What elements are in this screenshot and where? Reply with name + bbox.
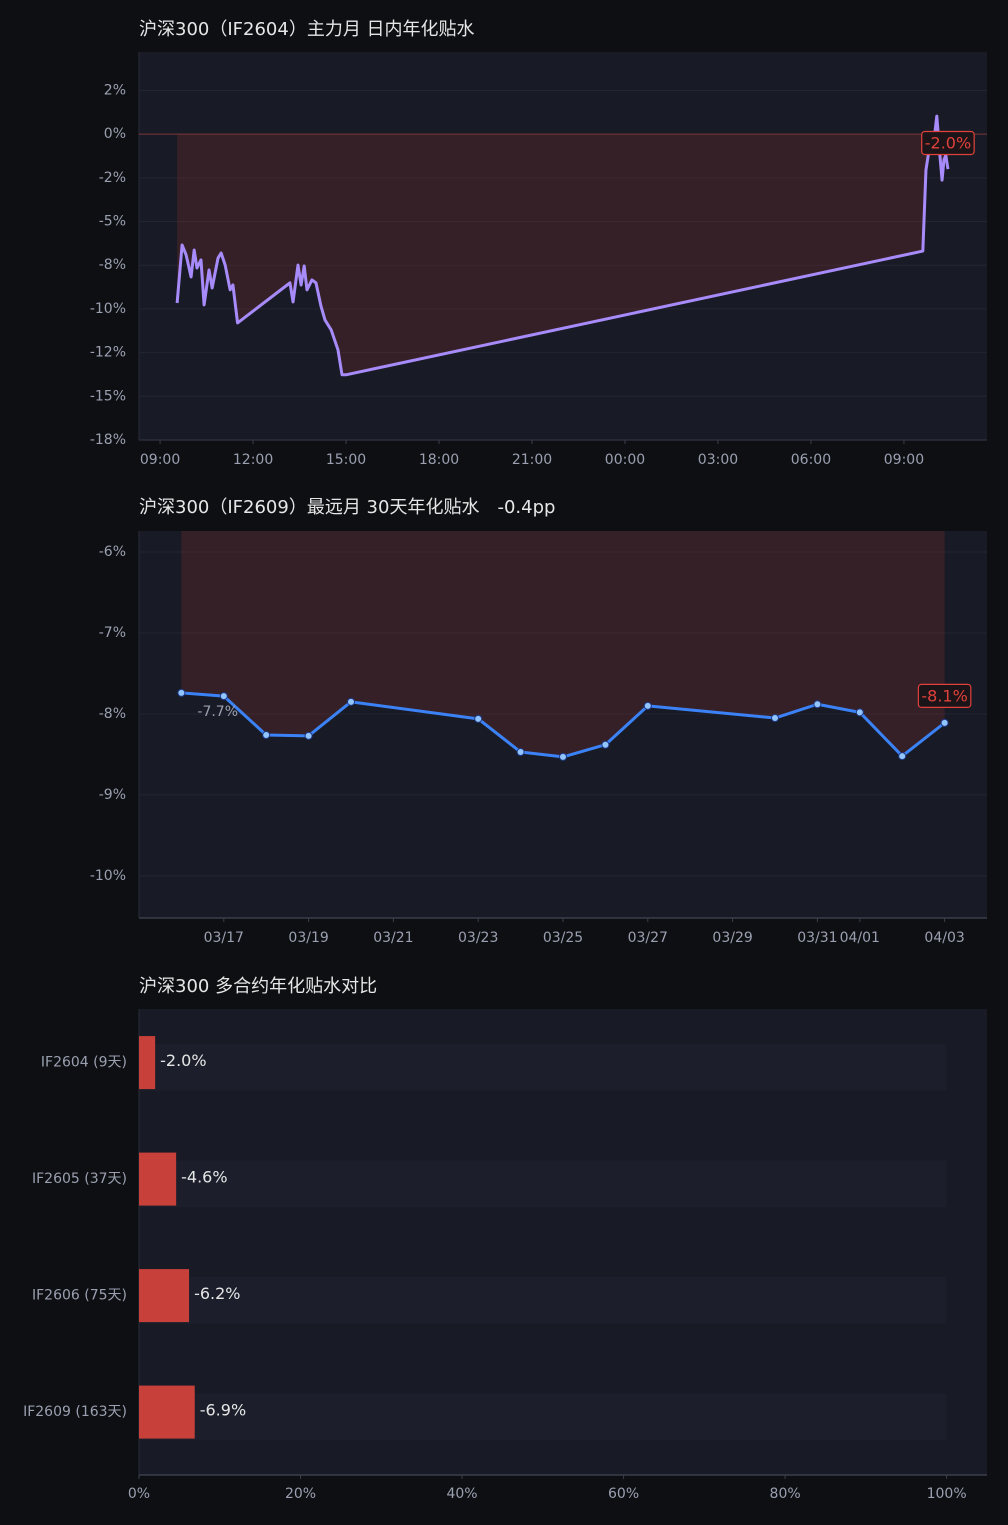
last-value-label: -2.0% (925, 134, 971, 153)
x-tick-label: 80% (770, 1486, 801, 1502)
y-tick-label: IF2609 (163天) (23, 1404, 127, 1420)
x-tick-label: 03:00 (698, 452, 738, 468)
last-value-label: -8.1% (921, 686, 967, 705)
marker (219, 692, 228, 701)
y-tick-label: -9% (99, 787, 126, 803)
x-tick-label: 40% (446, 1486, 477, 1502)
y-tick-label: -5% (99, 214, 126, 230)
x-tick-label: 18:00 (419, 452, 459, 468)
y-tick-label: -8% (99, 706, 126, 722)
x-tick-label: 09:00 (884, 452, 924, 468)
x-tick-label: 03/19 (288, 930, 328, 946)
y-tick-label: IF2606 (75天) (32, 1288, 127, 1304)
marker (262, 731, 271, 740)
x-tick-label: 15:00 (326, 452, 366, 468)
marker (347, 697, 355, 706)
x-tick-label: 0% (128, 1486, 150, 1502)
value-label: -2.0% (160, 1051, 206, 1070)
y-tick-label: IF2605 (37天) (32, 1171, 127, 1187)
y-tick-label: -7% (99, 625, 126, 641)
marker (771, 714, 779, 723)
bar (139, 1036, 156, 1090)
marker (855, 708, 864, 717)
y-tick-label: 0% (104, 126, 126, 142)
marker (474, 714, 483, 723)
y-tick-label: -12% (90, 345, 126, 361)
marker (177, 688, 186, 697)
y-tick-label: -10% (90, 868, 126, 884)
value-label: -4.6% (181, 1168, 227, 1187)
x-tick-label: 60% (608, 1486, 639, 1502)
band-stripe (139, 1276, 947, 1324)
chart-title: 沪深300（IF2604）主力月 日内年化贴水 (139, 19, 475, 40)
chart-title: 沪深300（IF2609）最远月 30天年化贴水 (139, 497, 479, 518)
label-box (921, 130, 975, 156)
band-stripe (139, 1043, 947, 1091)
chart-subtitle: -0.4pp (497, 497, 555, 518)
band-stripe (139, 1393, 947, 1441)
area-fill (177, 116, 948, 375)
bar (139, 1269, 190, 1323)
x-tick-label: 06:00 (791, 452, 831, 468)
band-stripe (139, 1160, 947, 1208)
y-tick-label: -18% (90, 432, 126, 448)
bar (139, 1385, 195, 1439)
y-tick-label: -15% (90, 388, 126, 404)
x-tick-label: 03/31 (797, 930, 837, 946)
x-tick-label: 03/29 (712, 930, 752, 946)
x-tick-label: 09:00 (140, 452, 180, 468)
x-tick-label: 00:00 (605, 452, 645, 468)
x-tick-label: 12:00 (233, 452, 273, 468)
value-label: -6.9% (200, 1401, 246, 1420)
x-tick-label: 04/01 (840, 930, 880, 946)
plot-panel (139, 531, 987, 918)
x-tick-label: 03/27 (628, 930, 668, 946)
x-tick-label: 04/03 (924, 930, 964, 946)
y-tick-label: -2% (99, 170, 126, 186)
marker (559, 752, 567, 761)
first-value-label: -7.7% (197, 704, 238, 720)
y-tick-label: -8% (99, 257, 126, 273)
bar (139, 1152, 177, 1206)
x-tick-label: 03/23 (458, 930, 498, 946)
x-tick-label: 100% (927, 1486, 967, 1502)
y-tick-label: IF2604 (9天) (41, 1055, 127, 1071)
label-box (917, 683, 972, 708)
marker (601, 740, 610, 749)
x-tick-label: 21:00 (512, 452, 552, 468)
y-tick-label: -10% (90, 301, 126, 317)
x-tick-label: 20% (285, 1486, 316, 1502)
y-tick-label: 2% (104, 82, 126, 98)
x-tick-label: 03/25 (543, 930, 583, 946)
x-tick-label: 03/21 (373, 930, 413, 946)
plot-panel (139, 52, 987, 440)
value-label: -6.2% (194, 1284, 240, 1303)
y-tick-label: -6% (99, 544, 126, 560)
marker (898, 752, 907, 761)
marker (643, 701, 652, 710)
marker (940, 718, 949, 727)
x-tick-label: 03/17 (204, 930, 244, 946)
marker (516, 748, 525, 757)
area-fill (181, 531, 945, 757)
marker (813, 700, 822, 709)
marker (304, 731, 313, 740)
chart-title: 沪深300 多合约年化贴水对比 (139, 976, 377, 997)
